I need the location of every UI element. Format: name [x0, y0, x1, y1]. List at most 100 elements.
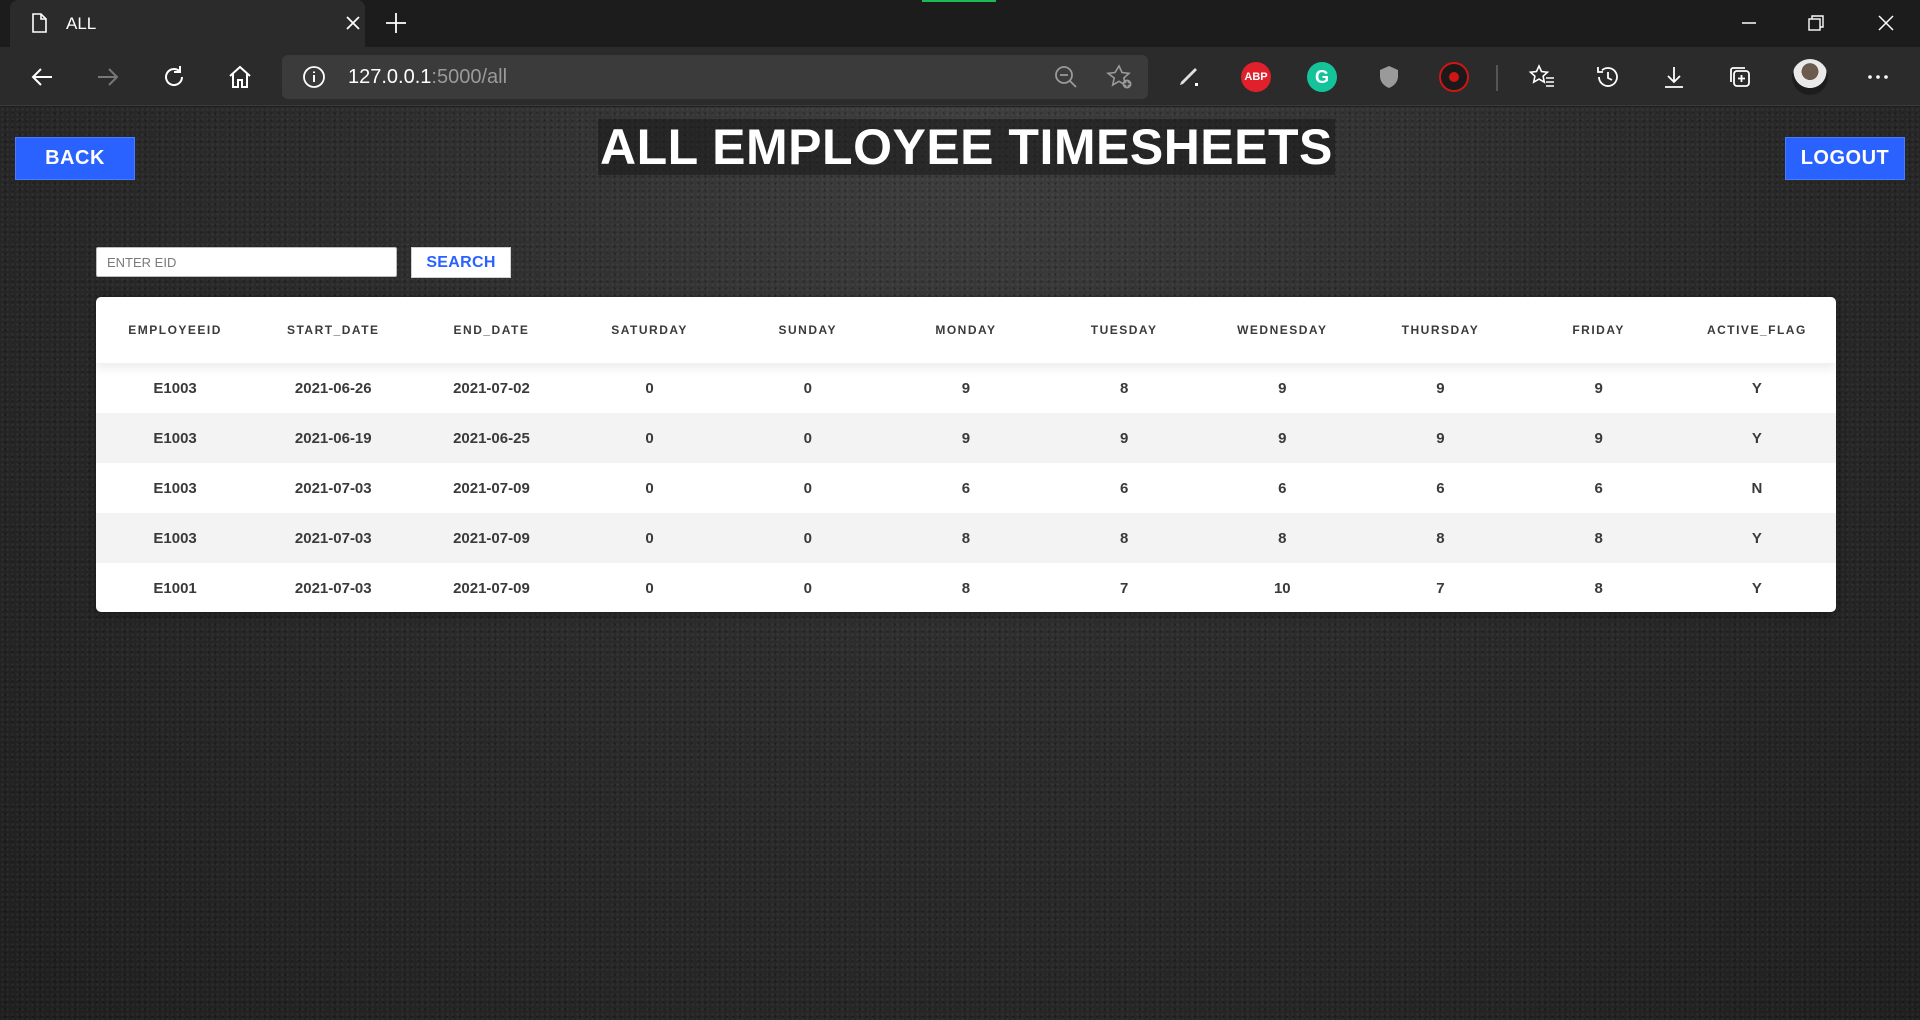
table-cell: 8: [1594, 579, 1603, 597]
zoom-out-icon[interactable]: [1052, 63, 1080, 91]
table-row: E1003 2021-07-03 2021-07-09 0 0 8 8 8 8 …: [96, 513, 1836, 563]
back-button[interactable]: BACK: [15, 137, 135, 180]
grammarly-icon[interactable]: G: [1307, 62, 1337, 92]
page-content: BACK ALL EMPLOYEE TIMESHEETS LOGOUT SEAR…: [0, 107, 1920, 1020]
table-row: E1001 2021-07-03 2021-07-09 0 0 8 7 10 7…: [96, 563, 1836, 612]
history-icon[interactable]: [1594, 63, 1622, 91]
table-cell: 8: [961, 529, 971, 547]
profile-avatar[interactable]: [1792, 59, 1828, 95]
collections-icon[interactable]: [1726, 63, 1754, 91]
table-cell: 2021-06-26: [294, 379, 372, 397]
table-cell: 9: [1278, 379, 1287, 397]
table-cell: 0: [645, 579, 654, 597]
minimize-icon[interactable]: [1736, 10, 1762, 36]
refresh-icon[interactable]: [160, 63, 188, 91]
table-cell: 6: [1278, 479, 1287, 497]
column-header: START_DATE: [286, 323, 380, 337]
adblock-icon[interactable]: ABP: [1241, 62, 1271, 92]
column-header: MONDAY: [935, 323, 997, 337]
table-cell: 9: [1594, 429, 1603, 447]
table-cell: 0: [803, 429, 812, 447]
column-header: SUNDAY: [778, 323, 838, 337]
shield-icon[interactable]: [1375, 63, 1403, 91]
favorites-icon[interactable]: [1528, 63, 1556, 91]
table-cell: 0: [645, 429, 654, 447]
restore-icon[interactable]: [1803, 10, 1829, 36]
url-text[interactable]: 127.0.0.1:5000/all: [348, 66, 507, 89]
table-cell: 9: [961, 429, 971, 447]
table-cell: 8: [1278, 529, 1287, 547]
table-cell: 6: [961, 479, 971, 497]
table-cell: 9: [1278, 429, 1287, 447]
column-header: TUESDAY: [1090, 323, 1158, 337]
table-cell: 2021-06-19: [294, 429, 372, 447]
address-bar[interactable]: 127.0.0.1:5000/all: [282, 55, 1148, 99]
forward-arrow-icon[interactable]: [94, 63, 122, 91]
table-cell: 9: [961, 379, 971, 397]
column-header: SATURDAY: [611, 323, 688, 337]
table-row: E1003 2021-06-19 2021-06-25 0 0 9 9 9 9 …: [96, 413, 1836, 463]
tab-strip: ALL: [0, 0, 1920, 47]
table-cell: 2021-07-03: [294, 529, 372, 547]
column-header: ACTIVE_FLAG: [1706, 323, 1807, 337]
table-cell: E1003: [153, 479, 197, 497]
table-cell: 0: [803, 379, 812, 397]
table-cell: 0: [803, 529, 812, 547]
table-cell: 8: [961, 579, 971, 597]
tab-title: ALL: [66, 14, 97, 33]
table-cell: 0: [803, 579, 812, 597]
close-window-icon[interactable]: [1873, 10, 1899, 36]
table-row: E1003 2021-06-26 2021-07-02 0 0 9 8 9 9 …: [96, 363, 1836, 413]
download-icon[interactable]: [1660, 63, 1688, 91]
table-cell: 8: [1436, 529, 1445, 547]
table-cell: 6: [1594, 479, 1603, 497]
pen-icon[interactable]: [1175, 63, 1203, 91]
column-header: EMPLOYEEID: [128, 323, 222, 337]
table-cell: E1003: [153, 429, 197, 447]
table-header-row: EMPLOYEEID START_DATE END_DATE SATURDAY …: [96, 297, 1836, 363]
url-path: :5000/all: [431, 66, 508, 88]
search-button[interactable]: SEARCH: [411, 247, 511, 278]
column-header: WEDNESDAY: [1237, 323, 1328, 337]
column-header: END_DATE: [453, 323, 530, 337]
eid-search-input[interactable]: [96, 247, 397, 277]
table-cell: 9: [1436, 379, 1445, 397]
table-cell: 2021-07-02: [453, 379, 530, 397]
table-cell: 8: [1594, 529, 1603, 547]
table-cell: 7: [1436, 579, 1445, 597]
table-cell: 2021-07-09: [453, 529, 530, 547]
page-icon: [32, 13, 47, 33]
url-host: 127.0.0.1: [348, 66, 432, 88]
table-cell: 10: [1273, 579, 1291, 597]
close-tab-icon[interactable]: [342, 12, 364, 34]
more-menu-icon[interactable]: [1864, 63, 1892, 91]
table-cell: 9: [1119, 429, 1129, 447]
table-cell: 0: [645, 379, 654, 397]
table-cell: E1003: [153, 529, 197, 547]
record-icon[interactable]: [1439, 62, 1469, 92]
new-tab-icon[interactable]: [383, 10, 409, 36]
table-cell: 8: [1119, 379, 1129, 397]
column-header: FRIDAY: [1572, 323, 1625, 337]
table-cell: 2021-07-09: [453, 479, 530, 497]
home-icon[interactable]: [226, 63, 254, 91]
table-cell: Y: [1751, 529, 1762, 547]
table-cell: 0: [645, 479, 654, 497]
table-cell: 2021-07-09: [453, 579, 530, 597]
logout-button[interactable]: LOGOUT: [1785, 137, 1905, 180]
info-icon[interactable]: [302, 65, 326, 89]
table-cell: E1001: [153, 579, 197, 597]
back-arrow-icon[interactable]: [28, 63, 56, 91]
table-row: E1003 2021-07-03 2021-07-09 0 0 6 6 6 6 …: [96, 463, 1836, 513]
browser-tab[interactable]: ALL: [10, 0, 365, 47]
table-cell: Y: [1751, 429, 1762, 447]
toolbar-separator: [1496, 65, 1498, 91]
table-cell: N: [1751, 479, 1763, 497]
table-cell: 2021-07-03: [294, 579, 372, 597]
browser-toolbar: 127.0.0.1:5000/all ABP G: [0, 47, 1920, 106]
table-cell: Y: [1751, 379, 1762, 397]
add-favorite-icon[interactable]: [1106, 63, 1134, 91]
table-cell: 2021-07-03: [294, 479, 372, 497]
table-cell: Y: [1751, 579, 1762, 597]
timesheet-table: EMPLOYEEID START_DATE END_DATE SATURDAY …: [96, 297, 1836, 612]
